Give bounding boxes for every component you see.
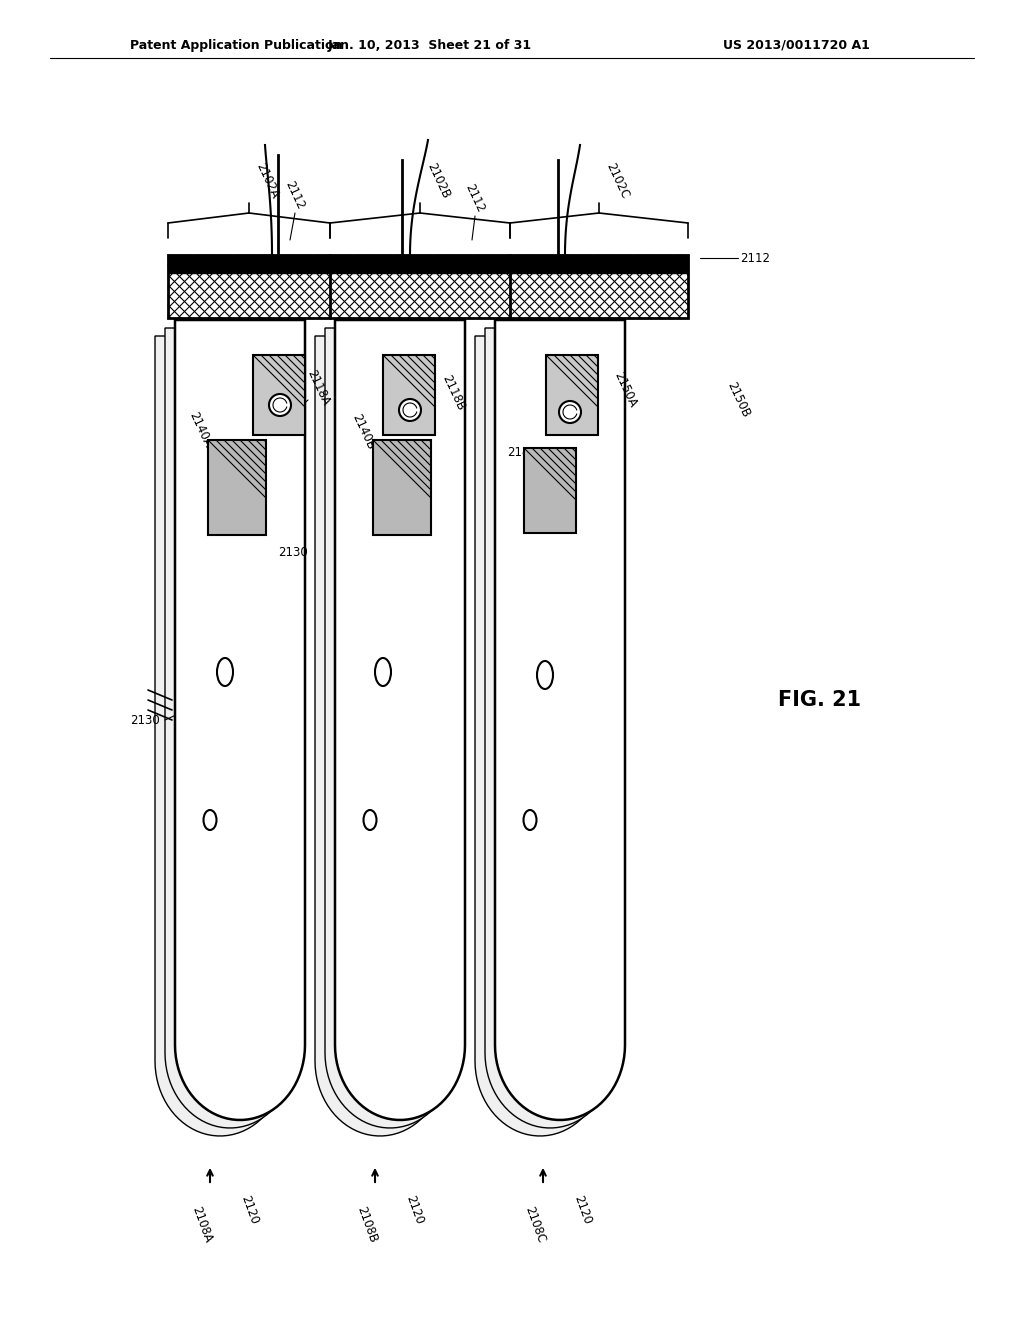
Text: 2150B: 2150B — [724, 380, 752, 420]
Circle shape — [399, 399, 421, 421]
Ellipse shape — [523, 810, 537, 830]
Text: 2120: 2120 — [571, 1193, 594, 1226]
Text: 2118B: 2118B — [439, 374, 467, 413]
Polygon shape — [253, 355, 305, 436]
Text: 2130: 2130 — [130, 714, 160, 726]
Polygon shape — [495, 319, 625, 1119]
Polygon shape — [175, 319, 305, 1119]
Ellipse shape — [375, 657, 391, 686]
Circle shape — [269, 393, 291, 416]
Text: Patent Application Publication: Patent Application Publication — [130, 38, 342, 51]
Polygon shape — [315, 337, 445, 1137]
Text: US 2013/0011720 A1: US 2013/0011720 A1 — [723, 38, 870, 51]
Text: 2150A: 2150A — [611, 370, 639, 409]
Text: 2148: 2148 — [507, 446, 537, 458]
Text: 2108C: 2108C — [522, 1205, 548, 1245]
Ellipse shape — [204, 810, 216, 830]
Text: 2140B: 2140B — [349, 412, 377, 451]
Text: 2146: 2146 — [228, 441, 258, 454]
Text: Jan. 10, 2013  Sheet 21 of 31: Jan. 10, 2013 Sheet 21 of 31 — [328, 38, 532, 51]
Polygon shape — [168, 255, 688, 318]
Text: FIG. 21: FIG. 21 — [778, 690, 861, 710]
Text: 2102A: 2102A — [253, 161, 281, 201]
Text: 2112: 2112 — [740, 252, 770, 264]
Ellipse shape — [217, 657, 233, 686]
Text: 2130: 2130 — [278, 545, 308, 558]
Circle shape — [559, 401, 581, 422]
Text: 2102B: 2102B — [424, 161, 452, 201]
Text: 2108B: 2108B — [354, 1205, 380, 1245]
Polygon shape — [485, 327, 615, 1127]
Polygon shape — [524, 447, 575, 533]
Text: 2108A: 2108A — [189, 1205, 215, 1245]
Text: 2112: 2112 — [463, 182, 487, 214]
Polygon shape — [165, 327, 295, 1127]
Ellipse shape — [364, 810, 377, 830]
Ellipse shape — [537, 661, 553, 689]
Text: 2140A: 2140A — [186, 411, 214, 450]
Polygon shape — [168, 255, 688, 273]
Polygon shape — [383, 355, 435, 436]
Text: 2120: 2120 — [239, 1193, 261, 1226]
Polygon shape — [155, 337, 285, 1137]
Text: 2112: 2112 — [283, 178, 307, 211]
Text: 2120: 2120 — [403, 1193, 426, 1226]
Polygon shape — [335, 319, 465, 1119]
Polygon shape — [373, 440, 431, 535]
Text: 2102C: 2102C — [603, 161, 631, 201]
Text: 2118A: 2118A — [304, 368, 332, 408]
Polygon shape — [325, 327, 455, 1127]
Polygon shape — [546, 355, 598, 436]
Polygon shape — [475, 337, 605, 1137]
Polygon shape — [208, 440, 266, 535]
